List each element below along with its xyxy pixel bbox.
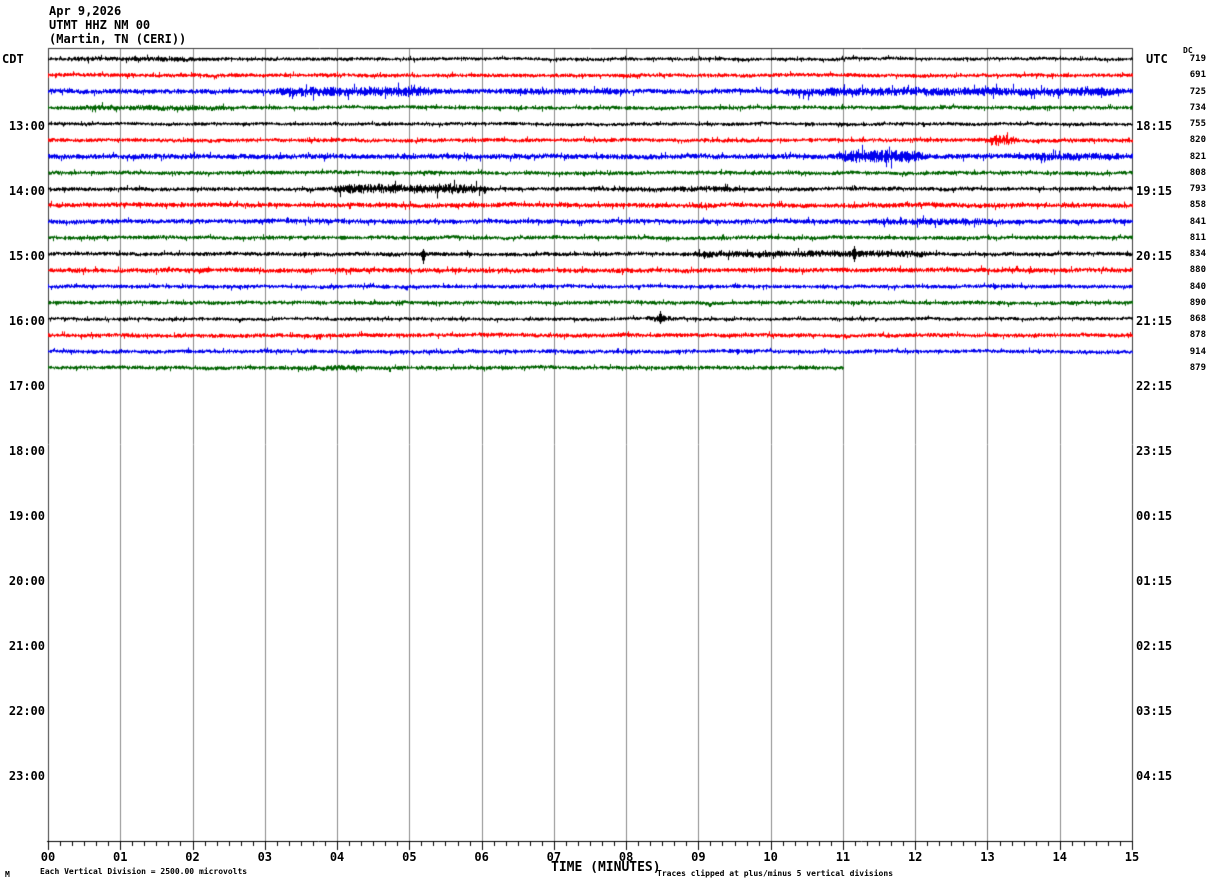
right-axis-label: UTC — [1146, 52, 1168, 66]
left-time-label: 21:00 — [8, 639, 45, 653]
x-tick-label: 08 — [618, 850, 634, 864]
x-tick-label: 02 — [185, 850, 200, 864]
x-tick-label: 13 — [980, 850, 995, 864]
right-time-label: 00:15 — [1136, 509, 1173, 523]
watermark: M — [5, 870, 10, 879]
right-time-label: 20:15 — [1136, 249, 1173, 263]
right-time-label: 18:15 — [1136, 119, 1173, 133]
dc-value: 834 — [1189, 249, 1206, 259]
x-tick-label: 00 — [40, 850, 56, 864]
x-tick-label: 05 — [402, 850, 417, 864]
right-time-label: 02:15 — [1136, 639, 1173, 653]
dc-value: 890 — [1189, 297, 1206, 308]
header-station: UTMT HHZ NM 00 — [49, 18, 151, 32]
x-axis-title: TIME (MINUTES) — [551, 860, 661, 875]
left-time-label: 23:00 — [8, 769, 45, 783]
left-time-label: 15:00 — [8, 249, 45, 263]
x-tick-label: 06 — [474, 850, 489, 864]
left-time-label: 19:00 — [8, 509, 45, 523]
x-tick-label: 04 — [329, 850, 345, 864]
dc-value: 734 — [1189, 102, 1206, 113]
x-tick-label: 10 — [763, 850, 778, 864]
left-time-label: 22:00 — [8, 704, 45, 718]
x-tick-label: 11 — [835, 850, 851, 864]
x-tick-label: 07 — [546, 850, 562, 864]
dc-value: 725 — [1189, 86, 1206, 97]
dc-value: 841 — [1189, 216, 1206, 227]
left-time-label: 17:00 — [8, 379, 45, 393]
left-time-label: 13:00 — [8, 119, 45, 133]
x-tick-label: 01 — [113, 850, 128, 864]
dc-value: 858 — [1189, 200, 1206, 211]
right-time-label: 21:15 — [1136, 314, 1173, 328]
right-time-label: 01:15 — [1136, 574, 1173, 588]
dc-value: 878 — [1189, 330, 1206, 341]
dc-column-label: DC — [1183, 46, 1193, 55]
dc-value: 880 — [1189, 265, 1206, 276]
x-tick-label: 14 — [1052, 850, 1067, 864]
x-tick-label: 15 — [1124, 850, 1140, 864]
division-note: Each Vertical Division = 2500.00 microvo… — [40, 867, 248, 876]
dc-value: 808 — [1189, 167, 1206, 178]
left-time-label: 20:00 — [8, 574, 45, 588]
dc-value: 793 — [1189, 184, 1206, 194]
dc-value: 755 — [1189, 119, 1206, 129]
left-time-label: 14:00 — [8, 184, 45, 198]
right-time-label: 22:15 — [1136, 379, 1173, 393]
clip-note: Traces clipped at plus/minus 5 vertical … — [657, 869, 894, 878]
dc-value: 691 — [1189, 70, 1206, 81]
right-time-label: 04:15 — [1136, 769, 1173, 783]
right-time-label: 23:15 — [1136, 444, 1173, 458]
dc-value: 914 — [1189, 346, 1206, 357]
dc-value: 868 — [1189, 314, 1206, 324]
dc-value: 820 — [1189, 135, 1206, 146]
header-date: Apr 9,2026 — [49, 4, 122, 18]
dc-value: 879 — [1189, 362, 1206, 373]
left-axis-label: CDT — [2, 52, 24, 66]
x-tick-label: 09 — [691, 850, 706, 864]
right-time-label: 19:15 — [1136, 184, 1173, 198]
dc-value: 840 — [1189, 281, 1206, 292]
x-tick-label: 03 — [257, 850, 273, 864]
x-tick-label: 12 — [907, 850, 923, 864]
dc-value: 811 — [1189, 232, 1206, 243]
header-location: (Martin, TN (CERI)) — [49, 32, 187, 46]
dc-value: 719 — [1189, 54, 1206, 64]
left-time-label: 16:00 — [8, 314, 45, 328]
dc-value: 821 — [1189, 151, 1206, 162]
right-time-label: 03:15 — [1136, 704, 1173, 718]
left-time-label: 18:00 — [8, 444, 45, 458]
